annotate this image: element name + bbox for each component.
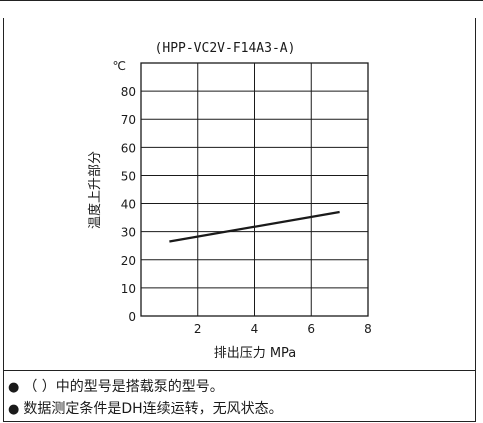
line-chart: (HPP-VC2V-F14A3-A) ℃ 0 10 20 30 40 50 60 70 80 2… xyxy=(87,41,372,361)
top-border xyxy=(0,0,483,1)
series-lines xyxy=(169,210,340,243)
x-tick-label: 2 xyxy=(194,322,202,336)
x-tick-label: 8 xyxy=(364,322,372,336)
note-item: ● （ ）中的型号是搭载泵的型号。 xyxy=(8,376,224,396)
figure-panel xyxy=(3,18,476,422)
y-axis-label: 温度上升部分 xyxy=(87,151,103,229)
x-axis-label: 排出压力 MPa xyxy=(214,346,297,361)
bullet-icon: ● xyxy=(8,380,20,395)
plot-frame xyxy=(140,62,369,317)
y-tick-label: 30 xyxy=(121,226,136,240)
grid-lines xyxy=(141,63,368,316)
y-tick-label: 50 xyxy=(121,169,136,183)
x-tick-label: 6 xyxy=(307,322,315,336)
y-tick-label: 70 xyxy=(121,113,136,127)
y-tick-label: 10 xyxy=(121,282,136,296)
x-tick-label: 4 xyxy=(251,322,259,336)
chart-title: (HPP-VC2V-F14A3-A) xyxy=(155,41,296,56)
x-tick-labels: 2 4 6 8 xyxy=(194,322,372,336)
y-tick-label: 0 xyxy=(128,310,136,324)
y-tick-labels: 0 10 20 30 40 50 60 70 80 xyxy=(121,85,136,324)
y-tick-label: 40 xyxy=(121,198,136,212)
y-unit-label: ℃ xyxy=(113,59,126,73)
notes-separator xyxy=(3,370,475,371)
note-item: ● 数据测定条件是DH连续运转，无风状态。 xyxy=(8,398,283,418)
bullet-icon: ● xyxy=(8,402,20,417)
y-tick-label: 80 xyxy=(121,85,136,99)
y-tick-label: 20 xyxy=(121,254,136,268)
note-text: 数据测定条件是DH连续运转，无风状态。 xyxy=(23,401,283,417)
note-text: （ ）中的型号是搭载泵的型号。 xyxy=(23,379,224,395)
y-tick-label: 60 xyxy=(121,141,136,155)
series-line xyxy=(169,210,340,243)
